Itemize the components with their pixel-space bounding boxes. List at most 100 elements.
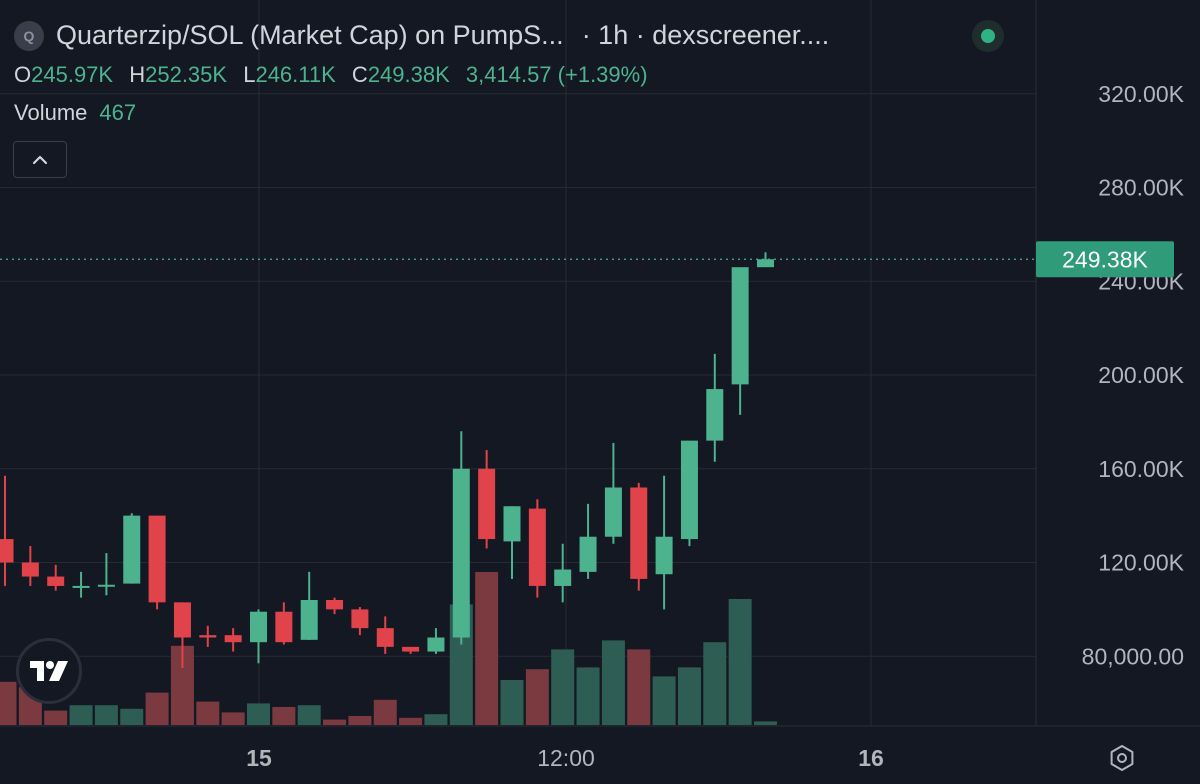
status-indicator[interactable] bbox=[972, 20, 1004, 52]
candle[interactable] bbox=[148, 515, 166, 610]
candle-body bbox=[300, 600, 318, 640]
candle[interactable] bbox=[97, 553, 115, 596]
chevron-up-icon bbox=[32, 155, 48, 164]
candle-body bbox=[706, 389, 724, 441]
time-tick-label: 12:00 bbox=[537, 745, 595, 771]
price-tick-label: 320.00K bbox=[1098, 81, 1184, 107]
candle-body bbox=[427, 637, 445, 652]
volume-bar bbox=[44, 710, 68, 725]
candle[interactable] bbox=[427, 628, 445, 654]
candle-body bbox=[757, 259, 774, 268]
volume-bar bbox=[221, 712, 245, 725]
pair-meta: · 1h · dexscreener.... bbox=[581, 20, 830, 50]
candle-body bbox=[478, 468, 496, 540]
volume-bar bbox=[627, 649, 651, 725]
time-tick-label: 15 bbox=[246, 745, 272, 771]
high-label: H bbox=[129, 62, 146, 87]
candle[interactable] bbox=[554, 543, 572, 603]
candle[interactable] bbox=[21, 546, 39, 586]
candle-body bbox=[604, 487, 622, 537]
candle-body bbox=[655, 536, 673, 575]
candle[interactable] bbox=[478, 450, 496, 549]
volume-bar bbox=[576, 667, 600, 725]
volume-bar bbox=[728, 599, 752, 725]
candle-body bbox=[148, 515, 166, 603]
change-value: 3,414.57 (+1.39%) bbox=[465, 62, 648, 87]
volume-bar bbox=[145, 692, 169, 725]
candle[interactable] bbox=[351, 607, 369, 636]
candle-body bbox=[47, 576, 65, 586]
candle[interactable] bbox=[376, 616, 394, 654]
close-value: 249.38K bbox=[367, 62, 450, 87]
candle[interactable] bbox=[250, 609, 267, 664]
candle[interactable] bbox=[72, 571, 90, 598]
volume-bar bbox=[652, 676, 676, 725]
last-price-badge bbox=[1036, 241, 1174, 278]
candle-body bbox=[528, 508, 546, 586]
collapse-legend-button[interactable] bbox=[13, 141, 67, 178]
candle[interactable] bbox=[706, 353, 724, 462]
last-price-label: 249.38K bbox=[1062, 246, 1148, 272]
volume-bar bbox=[373, 699, 397, 725]
close-label: C bbox=[351, 62, 368, 87]
candle-body bbox=[402, 646, 420, 652]
volume-bar bbox=[297, 705, 321, 725]
candle[interactable] bbox=[579, 503, 597, 579]
candle[interactable] bbox=[123, 513, 141, 584]
candle-body bbox=[275, 611, 293, 643]
volume-label: Volume bbox=[14, 100, 88, 125]
candle[interactable] bbox=[680, 440, 698, 547]
candle[interactable] bbox=[655, 475, 673, 610]
candle[interactable] bbox=[452, 431, 470, 645]
volume-bar bbox=[323, 719, 347, 725]
pair-title[interactable]: Quarterzip/SOL (Market Cap) on PumpS... bbox=[56, 20, 564, 50]
hexagon-gear-icon bbox=[1110, 745, 1134, 771]
tradingview-logo-icon bbox=[30, 661, 68, 681]
candle-body bbox=[21, 562, 39, 577]
candle[interactable] bbox=[326, 597, 344, 615]
candle[interactable] bbox=[757, 252, 774, 268]
candle-body bbox=[224, 635, 242, 643]
candle[interactable] bbox=[199, 625, 217, 647]
candle-body bbox=[123, 515, 141, 584]
chart-settings-button[interactable] bbox=[1106, 742, 1138, 774]
candle[interactable] bbox=[224, 628, 242, 652]
candle-body bbox=[680, 440, 698, 540]
ohlc-legend: O245.97K H252.35K L246.11K C249.38K 3,41… bbox=[14, 62, 658, 88]
volume-bar bbox=[0, 681, 17, 725]
volume-bar bbox=[677, 667, 701, 725]
candle[interactable] bbox=[604, 442, 622, 544]
candle[interactable] bbox=[731, 267, 749, 415]
tradingview-logo[interactable] bbox=[16, 638, 82, 704]
candle-body bbox=[630, 487, 648, 579]
symbol-icon[interactable]: Q bbox=[14, 20, 44, 51]
time-tick-label: 16 bbox=[858, 745, 884, 771]
candle-body bbox=[72, 585, 90, 588]
volume-bar bbox=[703, 642, 727, 725]
high-value: 252.35K bbox=[145, 62, 228, 87]
candle-body bbox=[452, 468, 470, 638]
price-tick-label: 120.00K bbox=[1098, 550, 1184, 576]
price-tick-label: 200.00K bbox=[1098, 362, 1184, 388]
open-value: 245.97K bbox=[31, 62, 114, 87]
volume-bar bbox=[272, 707, 296, 725]
candle-body bbox=[579, 536, 597, 572]
volume-bar bbox=[424, 714, 448, 725]
candle[interactable] bbox=[47, 564, 65, 591]
candle-body bbox=[503, 506, 521, 542]
candle[interactable] bbox=[0, 475, 14, 586]
status-dot-icon bbox=[981, 29, 995, 43]
candle-body bbox=[326, 600, 344, 610]
candle-body bbox=[199, 635, 217, 638]
price-tick-label: 280.00K bbox=[1098, 175, 1184, 201]
candle[interactable] bbox=[503, 506, 521, 579]
candle-body bbox=[376, 628, 394, 647]
candle[interactable] bbox=[630, 482, 648, 591]
candle[interactable] bbox=[173, 602, 191, 668]
candle[interactable] bbox=[275, 602, 293, 645]
volume-bar bbox=[399, 717, 423, 725]
candle[interactable] bbox=[300, 571, 318, 640]
candle[interactable] bbox=[528, 499, 546, 598]
candle[interactable] bbox=[402, 646, 420, 654]
